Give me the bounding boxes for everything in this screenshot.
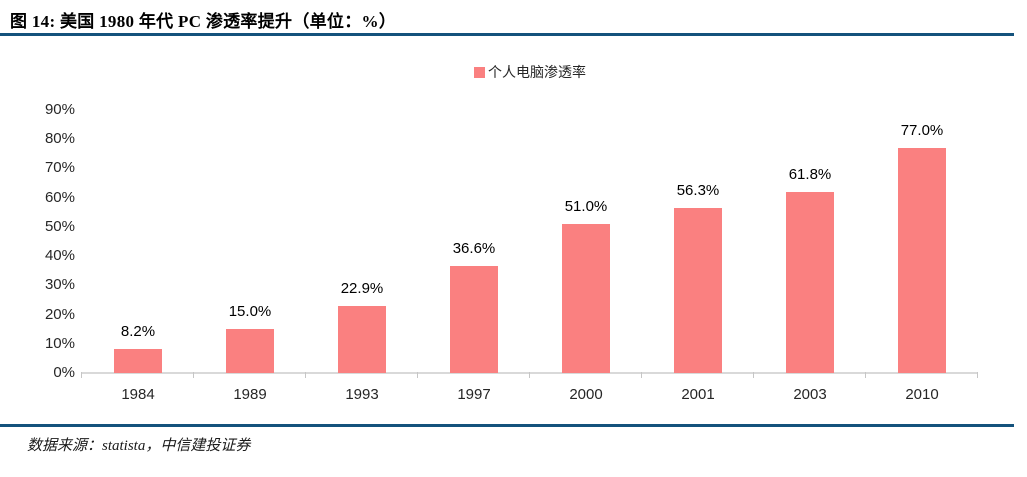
- x-tick-label: 2003: [793, 386, 827, 403]
- bar-value-label: 15.0%: [228, 303, 272, 321]
- y-tick-label: 80%: [44, 130, 75, 148]
- x-tick-label: 1984: [121, 386, 155, 403]
- bar: [562, 223, 610, 373]
- y-tick-label: 90%: [44, 101, 75, 118]
- x-tick-label: 2001: [681, 386, 715, 403]
- y-tick-label: 50%: [44, 217, 75, 235]
- bar: [338, 306, 386, 373]
- bar: [114, 349, 162, 373]
- y-tick-label: 30%: [44, 276, 75, 294]
- x-axis-tick: [977, 372, 978, 378]
- x-tick-label: 2010: [905, 386, 939, 403]
- chart-legend: 个人电脑渗透率: [82, 62, 978, 82]
- bar: [450, 266, 498, 373]
- y-tick-label: 60%: [44, 188, 75, 206]
- x-tick-label: 1989: [233, 386, 267, 403]
- y-tick-label: 0%: [53, 364, 75, 381]
- x-axis-tick: [529, 372, 530, 378]
- legend-swatch: [474, 66, 485, 78]
- x-axis-tick: [641, 372, 642, 378]
- x-axis-tick: [753, 372, 754, 378]
- bar-value-label: 56.3%: [676, 182, 720, 200]
- data-source: 数据来源：statista，中信建投证券: [27, 438, 251, 454]
- bar-value-label: 22.9%: [340, 280, 384, 298]
- bar-value-label: 51.0%: [564, 197, 608, 215]
- x-axis-line: [82, 372, 978, 374]
- y-tick-label: 10%: [44, 334, 75, 352]
- x-axis-tick: [865, 372, 866, 378]
- x-axis-tick: [81, 372, 82, 378]
- footer-divider: [0, 424, 1014, 427]
- figure-title: 图 14: 美国 1980 年代 PC 渗透率提升（单位：%）: [10, 12, 397, 31]
- bar: [786, 192, 834, 373]
- x-tick-label: 1997: [457, 386, 491, 403]
- y-tick-label: 20%: [44, 305, 75, 323]
- y-tick-label: 70%: [44, 159, 75, 177]
- bar: [674, 208, 722, 373]
- bar-value-label: 61.8%: [788, 166, 832, 184]
- title-divider: [0, 33, 1014, 36]
- bar: [898, 147, 946, 373]
- x-axis-tick: [193, 372, 194, 378]
- bar-value-label: 8.2%: [120, 323, 156, 341]
- y-tick-label: 40%: [44, 247, 75, 265]
- x-axis-tick: [417, 372, 418, 378]
- legend-label: 个人电脑渗透率: [488, 64, 586, 80]
- bar: [226, 329, 274, 373]
- x-tick-label: 2000: [569, 386, 603, 403]
- x-axis-tick: [305, 372, 306, 378]
- bar-value-label: 36.6%: [452, 240, 496, 258]
- x-tick-label: 1993: [345, 386, 379, 403]
- bar-value-label: 77.0%: [900, 121, 944, 139]
